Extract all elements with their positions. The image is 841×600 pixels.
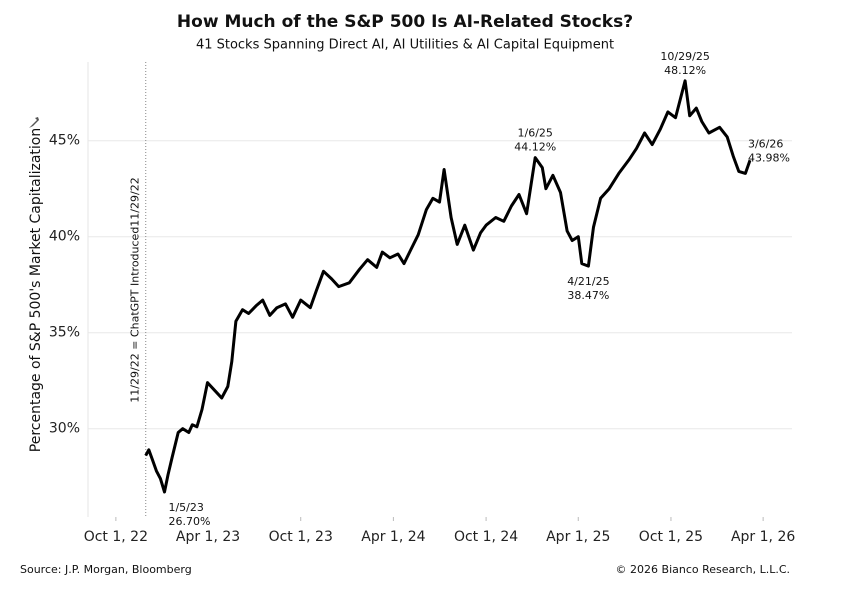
y-tick-label: 40% (49, 229, 80, 245)
annotation-date: 3/6/26 (748, 137, 783, 150)
x-tick-label: Apr 1, 26 (731, 529, 795, 545)
annotation-date: 10/29/25 (660, 50, 709, 63)
x-tick-label: Oct 1, 25 (639, 529, 703, 545)
x-tick-label: Oct 1, 23 (269, 529, 333, 545)
chart-title: How Much of the S&P 500 Is AI-Related St… (177, 12, 633, 32)
event-label: 11/29/22 = ChatGPT Introduced11/29/22 (129, 177, 142, 402)
x-tick-label: Apr 1, 24 (361, 529, 425, 545)
y-tick-label: 45% (49, 133, 80, 149)
annotation-date: 1/5/23 (168, 501, 203, 514)
annotation-date: 4/21/25 (567, 275, 609, 288)
copyright: © 2026 Bianco Research, L.L.C. (616, 563, 790, 576)
y-axis-label: Percentage of S&P 500's Market Capitaliz… (28, 128, 44, 452)
data-line (144, 79, 752, 494)
annotation-value: 48.12% (664, 64, 706, 77)
annotation-date: 1/6/25 (518, 127, 553, 140)
pin-icon (29, 117, 39, 128)
annotation-value: 44.12% (514, 141, 556, 154)
annotation-value: 38.47% (567, 289, 609, 302)
x-tick-label: Oct 1, 24 (454, 529, 518, 545)
y-tick-label: 35% (49, 325, 80, 341)
chart-subtitle: 41 Stocks Spanning Direct AI, AI Utiliti… (196, 38, 614, 53)
annotation-value: 26.70% (168, 515, 210, 528)
x-tick-label: Apr 1, 23 (176, 529, 240, 545)
x-tick-label: Apr 1, 25 (546, 529, 610, 545)
x-tick-label: Oct 1, 22 (84, 529, 148, 545)
y-tick-label: 30% (49, 421, 80, 437)
source: Source: J.P. Morgan, Bloomberg (20, 563, 192, 576)
annotation-value: 43.98% (748, 151, 790, 164)
